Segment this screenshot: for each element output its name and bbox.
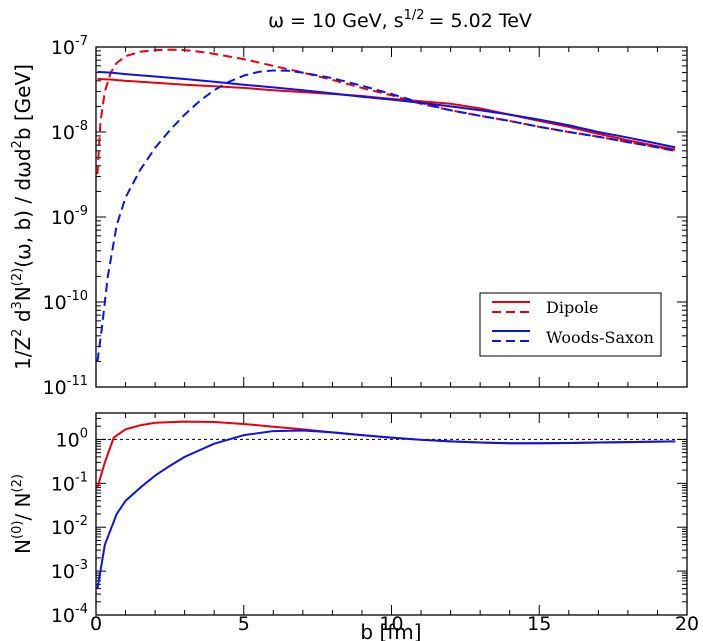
y-tick-label: 10-1 xyxy=(51,470,88,495)
x-tick-labels: 0 5 10 15 20 xyxy=(90,613,699,635)
x-tick-label: 5 xyxy=(238,613,250,635)
legend-woods-saxon-label: Woods-Saxon xyxy=(546,328,654,347)
y-tick-label: 100 xyxy=(56,426,88,451)
top-y-tick-labels: 10-11 10-10 10-9 10-8 10-7 xyxy=(43,34,88,399)
y-tick-label: 10-10 xyxy=(43,289,88,314)
y-tick-label: 10-8 xyxy=(51,119,88,144)
legend-dipole-label: Dipole xyxy=(546,298,598,317)
bottom-axis-ticks xyxy=(95,412,688,616)
top-series-group xyxy=(96,48,676,362)
top-series-2-solid xyxy=(97,70,676,149)
y-tick-label: 10-3 xyxy=(51,558,88,583)
top-y-axis-title: 1/Z2 d3N(2)(ω, b) / dωd2b [GeV] xyxy=(10,64,35,370)
x-axis-title: b [fm] xyxy=(360,620,421,641)
legend: Dipole Woods-Saxon xyxy=(479,292,662,357)
y-tick-label: 10-9 xyxy=(51,204,88,229)
top-axis-ticks xyxy=(95,46,688,388)
bottom-series-0-solid xyxy=(96,420,676,488)
x-tick-label: 20 xyxy=(675,613,699,635)
y-tick-label: 10-4 xyxy=(51,602,88,627)
legend-box xyxy=(479,292,662,357)
x-tick-label: 15 xyxy=(527,613,551,635)
y-tick-label: 10-7 xyxy=(51,34,88,59)
x-tick-label: 0 xyxy=(90,613,102,635)
bottom-y-tick-labels: 10-4 10-3 10-2 10-1 100 xyxy=(51,426,88,627)
top-series-1-dashed xyxy=(96,48,676,175)
top-series-3-dashed xyxy=(96,69,676,362)
bottom-y-axis-title: N(0)/ N(2) xyxy=(10,474,35,554)
bottom-series-1-solid xyxy=(96,429,676,589)
bottom-series-group xyxy=(96,420,676,589)
chart-title: ω = 10 GeV, s1/2 = 5.02 TeV xyxy=(268,8,532,32)
y-tick-label: 10-2 xyxy=(51,514,88,539)
x-tick-label: 10 xyxy=(379,613,403,635)
y-tick-label: 10-11 xyxy=(43,374,88,399)
